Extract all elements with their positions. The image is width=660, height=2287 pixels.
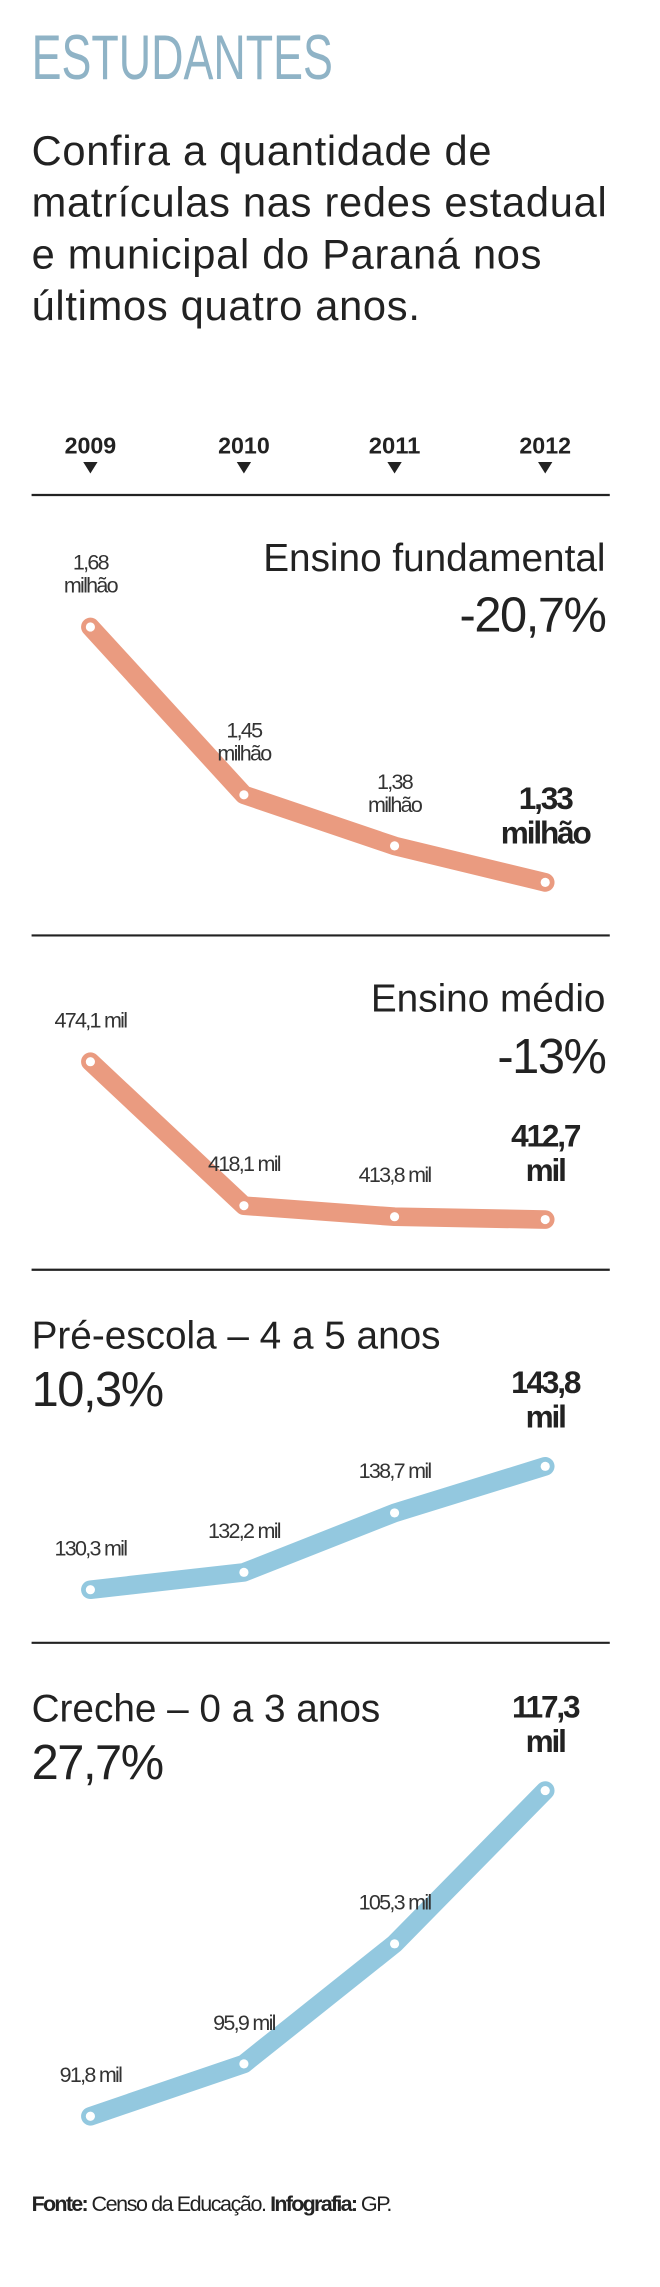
- value-label-box: 474,1 mil: [19, 933, 162, 1033]
- value-label-wrap: 1,33 milhão: [473, 750, 616, 850]
- value-label: 474,1 mil: [54, 1008, 128, 1034]
- value-label-wrap: 105,3 mil: [323, 1815, 466, 1915]
- value-label-wrap: 1,38 milhão: [323, 717, 466, 817]
- value-label-box: 1,68 milhão: [19, 498, 162, 598]
- value-label-wrap: 138,7 mil: [323, 1384, 466, 1484]
- value-label: 138,7 mil: [358, 1459, 433, 1485]
- line: [81, 617, 555, 892]
- year-marker: [83, 461, 98, 474]
- value-label-box: 132,2 mil: [172, 1443, 315, 1543]
- line: [81, 1052, 555, 1229]
- value-label-box: 1,38 milhão: [323, 717, 466, 817]
- point: [389, 1508, 400, 1518]
- chart-title: Creche – 0 a 3 anos: [32, 1688, 381, 1731]
- value-label-wrap: 413,8 mil: [323, 1088, 466, 1188]
- point: [239, 1201, 249, 1211]
- point: [85, 2111, 95, 2121]
- year-marker: [236, 461, 252, 474]
- subtitle: Confira a quantidade de matrículas nas r…: [31, 129, 608, 330]
- line: [81, 1456, 555, 1600]
- point: [85, 1057, 95, 1067]
- value-label-wrap: 1,45 milhão: [172, 666, 315, 766]
- year-label: 2009: [65, 432, 117, 458]
- value-label: 105,3 mil: [358, 1890, 433, 1916]
- value-label: 1,45 milhão: [217, 718, 272, 767]
- value-label: 117,3 mil: [511, 1688, 581, 1760]
- value-label-box: 95,9 mil: [172, 1935, 315, 2035]
- year-marker: [387, 461, 402, 474]
- value-label-wrap: 117,3 mil: [473, 1659, 616, 1759]
- credit-label: Infografia:: [270, 2192, 358, 2217]
- value-label: 1,68 milhão: [63, 550, 119, 599]
- point: [239, 2059, 249, 2069]
- point: [389, 1212, 400, 1222]
- source-box: Fonte: Censo da Educação. Infografia: GP…: [32, 2192, 635, 2216]
- point: [389, 841, 400, 851]
- chart-title: Pré-escola – 4 a 5 anos: [32, 1315, 441, 1358]
- value-label-box: 1,33 milhão: [473, 750, 616, 850]
- value-label: 91,8 mil: [59, 2063, 123, 2088]
- change: 27,7%: [32, 1736, 163, 1790]
- value-label-box: 412,7 mil: [473, 1088, 616, 1188]
- change: -20,7%: [460, 588, 606, 642]
- year-label: 2010: [218, 432, 270, 458]
- point: [540, 1214, 550, 1225]
- title: ESTUDANTES: [32, 23, 333, 93]
- value-label: 1,33 milhão: [500, 780, 592, 851]
- value-label-wrap: 412,7 mil: [473, 1088, 616, 1188]
- chart-title: Ensino médio: [371, 978, 606, 1021]
- point: [239, 1567, 249, 1577]
- point: [540, 877, 550, 887]
- point: [389, 1939, 400, 1949]
- value-label-wrap: 95,9 mil: [172, 1935, 315, 2035]
- value-label: 130,3 mil: [54, 1536, 128, 1562]
- source-text: Censo da Educação.: [91, 2192, 267, 2217]
- value-label-wrap: 418,1 mil: [172, 1077, 315, 1177]
- point: [540, 1785, 550, 1796]
- value-label-box: 105,3 mil: [323, 1815, 466, 1915]
- value-label-box: 117,3 mil: [473, 1659, 616, 1759]
- line: [81, 1781, 555, 2126]
- value-label-wrap: 1,68 milhão: [19, 498, 162, 598]
- year-label: 2011: [369, 432, 421, 458]
- chart-title: Ensino fundamental: [263, 537, 605, 580]
- value-label-box: 143,8 mil: [473, 1334, 616, 1434]
- value-label: 132,2 mil: [207, 1519, 282, 1544]
- subtitle-box: Confira a quantidade de matrículas nas r…: [31, 129, 608, 330]
- value-label-box: 138,7 mil: [323, 1384, 466, 1484]
- point: [85, 622, 95, 632]
- value-label: 418,1 mil: [207, 1152, 282, 1177]
- credit: GP.: [360, 2192, 392, 2217]
- value-label-box: 1,45 milhão: [172, 666, 315, 766]
- value-label: 1,38 milhão: [368, 769, 423, 818]
- value-label-box: 413,8 mil: [323, 1088, 466, 1188]
- value-label: 413,8 mil: [358, 1163, 433, 1188]
- year-marker: [538, 461, 553, 474]
- source: Fonte: Censo da Educação. Infografia: GP…: [32, 2192, 635, 2216]
- value-label-wrap: 474,1 mil: [19, 933, 162, 1033]
- value-label-wrap: 143,8 mil: [473, 1334, 616, 1434]
- point: [239, 790, 249, 800]
- point: [85, 1585, 95, 1595]
- source-label: Fonte:: [31, 2192, 89, 2217]
- value-label-wrap: 130,3 mil: [19, 1461, 162, 1561]
- value-label-box: 91,8 mil: [19, 1987, 162, 2087]
- value-label-box: 130,3 mil: [19, 1461, 162, 1561]
- value-label: 143,8 mil: [511, 1364, 581, 1435]
- year-label: 2012: [519, 432, 571, 458]
- change: -13%: [497, 1030, 605, 1084]
- value-label: 95,9 mil: [213, 2010, 276, 2036]
- change: 10,3%: [32, 1363, 163, 1417]
- value-label-box: 418,1 mil: [172, 1077, 315, 1177]
- value-label-wrap: 132,2 mil: [172, 1443, 315, 1543]
- value-label: 412,7 mil: [511, 1117, 581, 1188]
- point: [540, 1461, 550, 1471]
- value-label-wrap: 91,8 mil: [19, 1987, 162, 2087]
